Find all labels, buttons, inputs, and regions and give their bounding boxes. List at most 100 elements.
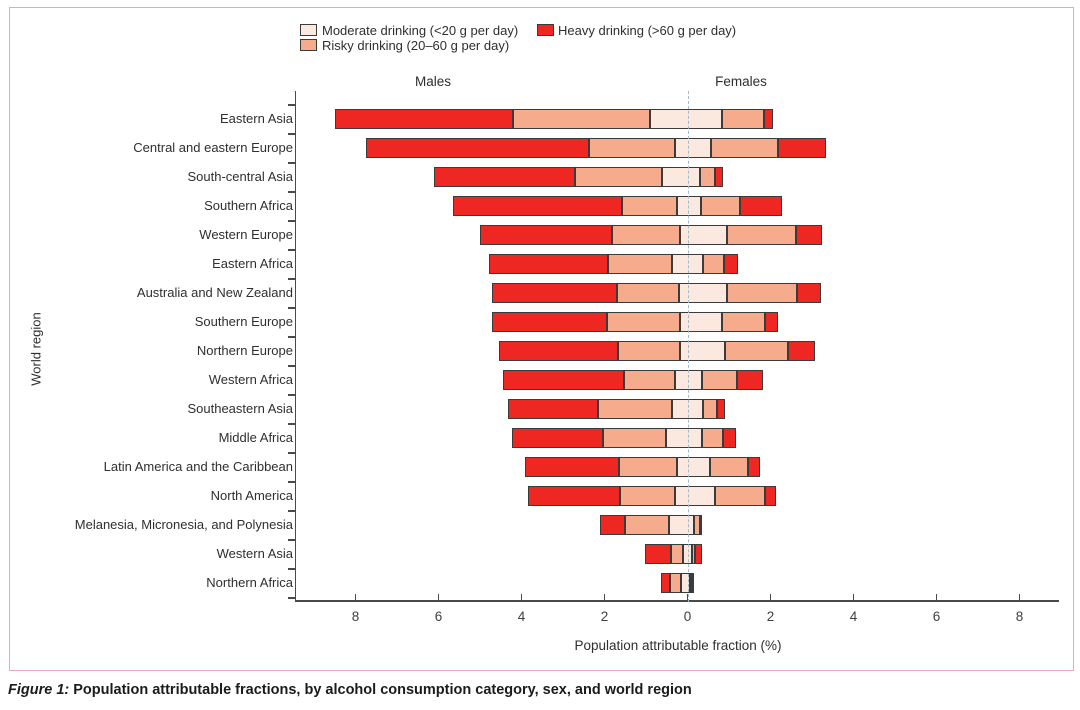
bar-segment-female-risky bbox=[715, 486, 766, 506]
legend-swatch-risky bbox=[300, 39, 317, 51]
legend-label-heavy: Heavy drinking (>60 g per day) bbox=[558, 23, 737, 38]
bar-segment-male-risky bbox=[575, 167, 662, 187]
bar-segment-female-risky bbox=[702, 428, 724, 448]
y-axis-tick bbox=[288, 336, 295, 338]
region-labels: Eastern Asia Central and eastern Europe So… bbox=[10, 91, 298, 602]
bar-segment-moderate bbox=[668, 515, 695, 535]
bar-segment-moderate bbox=[680, 573, 690, 593]
figure-caption: Figure 1: Population attributable fracti… bbox=[8, 682, 692, 698]
bar-segment-female-heavy bbox=[796, 225, 822, 245]
bar-segment-male-heavy bbox=[502, 370, 624, 390]
x-axis-tick-label: 0 bbox=[683, 609, 692, 624]
bar-segment-male-heavy bbox=[433, 167, 576, 187]
bar-segment-moderate bbox=[666, 428, 703, 448]
bar-segment-male-heavy bbox=[661, 573, 671, 593]
bar-segment-male-heavy bbox=[511, 428, 603, 448]
x-axis-tick bbox=[354, 594, 357, 600]
x-axis-tick bbox=[852, 594, 855, 600]
bar-segment-moderate bbox=[650, 109, 722, 129]
bar-segment-male-heavy bbox=[645, 544, 672, 564]
region-label: Northern Europe bbox=[196, 343, 293, 358]
bar-segment-female-heavy bbox=[788, 341, 815, 361]
x-axis-tick-label: 2 bbox=[600, 609, 609, 624]
bar-segment-moderate bbox=[671, 254, 703, 274]
plot-area: Population attributable fraction (%) 8 6 4… bbox=[288, 91, 1059, 653]
x-axis-tick-label: 4 bbox=[849, 609, 858, 624]
x-axis-tick-label: 6 bbox=[932, 609, 941, 624]
bar-segment-male-heavy bbox=[492, 283, 617, 303]
x-axis-tick-label: 4 bbox=[517, 609, 526, 624]
region-label: Middle Africa bbox=[218, 430, 293, 445]
region-label: Melanesia, Micronesia, and Polynesia bbox=[74, 517, 293, 532]
bar-segment-male-risky bbox=[513, 109, 651, 129]
bar-segment-female-heavy bbox=[764, 312, 778, 332]
x-axis-tick bbox=[769, 594, 772, 600]
bar-segment-male-risky bbox=[588, 138, 675, 158]
bar-segment-male-heavy bbox=[453, 196, 623, 216]
bar-segment-male-risky bbox=[598, 399, 673, 419]
region-label: Western Africa bbox=[208, 372, 293, 387]
bar-segment-female-risky bbox=[694, 515, 700, 535]
x-axis-tick bbox=[935, 594, 938, 600]
bar-segment-female-heavy bbox=[748, 457, 761, 477]
x-axis-tick bbox=[1018, 594, 1021, 600]
y-axis-tick bbox=[288, 423, 295, 425]
region-label: Central and eastern Europe bbox=[133, 140, 293, 155]
figure-caption-label: Figure 1: bbox=[8, 682, 70, 698]
bar-segment-male-heavy bbox=[507, 399, 599, 419]
bar-segment-male-risky bbox=[612, 225, 681, 245]
bar-segment-moderate bbox=[672, 399, 703, 419]
bar-segment-female-risky bbox=[700, 196, 741, 216]
region-label: Southern Africa bbox=[204, 198, 293, 213]
legend-swatch-moderate bbox=[300, 24, 317, 36]
bar-segment-male-risky bbox=[602, 428, 667, 448]
bar-segment-female-risky bbox=[726, 283, 798, 303]
bar-segment-male-risky bbox=[624, 515, 669, 535]
bar-segment-male-risky bbox=[606, 312, 681, 332]
bar-segment-moderate bbox=[674, 138, 711, 158]
region-label: Eastern Asia bbox=[220, 111, 293, 126]
bar-segment-moderate bbox=[676, 196, 701, 216]
x-axis-tick bbox=[520, 594, 523, 600]
bar-segment-male-risky bbox=[616, 283, 679, 303]
bar-segment-female-heavy bbox=[797, 283, 822, 303]
y-axis-tick bbox=[288, 539, 295, 541]
bar-segment-female-risky bbox=[702, 399, 717, 419]
bar-segment-female-heavy bbox=[765, 486, 777, 506]
x-axis-tick bbox=[603, 594, 606, 600]
bar-segment-female-heavy bbox=[777, 138, 826, 158]
region-label: Southeastern Asia bbox=[187, 401, 293, 416]
bar-segment-moderate bbox=[675, 370, 702, 390]
bar-segment-moderate bbox=[661, 167, 700, 187]
bar-segment-female-heavy bbox=[716, 399, 726, 419]
y-axis-tick bbox=[288, 510, 295, 512]
figure-caption-text: Population attributable fractions, by al… bbox=[69, 682, 692, 698]
bar-segment-female-risky bbox=[725, 341, 789, 361]
y-axis-tick bbox=[288, 162, 295, 164]
y-axis-tick bbox=[288, 191, 295, 193]
bar-segment-moderate bbox=[680, 341, 726, 361]
bar-segment-moderate bbox=[680, 312, 722, 332]
y-axis-tick bbox=[288, 133, 295, 135]
bar-segment-female-heavy bbox=[740, 196, 782, 216]
bar-segment-female-risky bbox=[702, 254, 724, 274]
legend-label-moderate: Moderate drinking (<20 g per day) bbox=[322, 23, 519, 38]
bar-segment-male-heavy bbox=[492, 312, 607, 332]
bar-segment-moderate bbox=[675, 486, 716, 506]
bar-segment-female-risky bbox=[710, 457, 749, 477]
y-axis-tick bbox=[288, 597, 295, 599]
y-axis-tick bbox=[288, 452, 295, 454]
bar-segment-moderate bbox=[677, 457, 711, 477]
legend-label-risky: Risky drinking (20–60 g per day) bbox=[322, 38, 510, 53]
bar-segment-female-heavy bbox=[763, 109, 773, 129]
x-axis-tick bbox=[437, 594, 440, 600]
bar-segment-female-heavy bbox=[723, 428, 737, 448]
bar-segment-female-risky bbox=[689, 573, 693, 593]
y-axis-tick bbox=[288, 568, 295, 570]
y-axis-tick bbox=[288, 365, 295, 367]
bar-segment-male-heavy bbox=[366, 138, 589, 158]
bar-segment-female-heavy bbox=[699, 515, 702, 535]
females-label: Females bbox=[715, 74, 767, 89]
y-axis-tick bbox=[288, 220, 295, 222]
bar-segment-male-risky bbox=[608, 254, 672, 274]
